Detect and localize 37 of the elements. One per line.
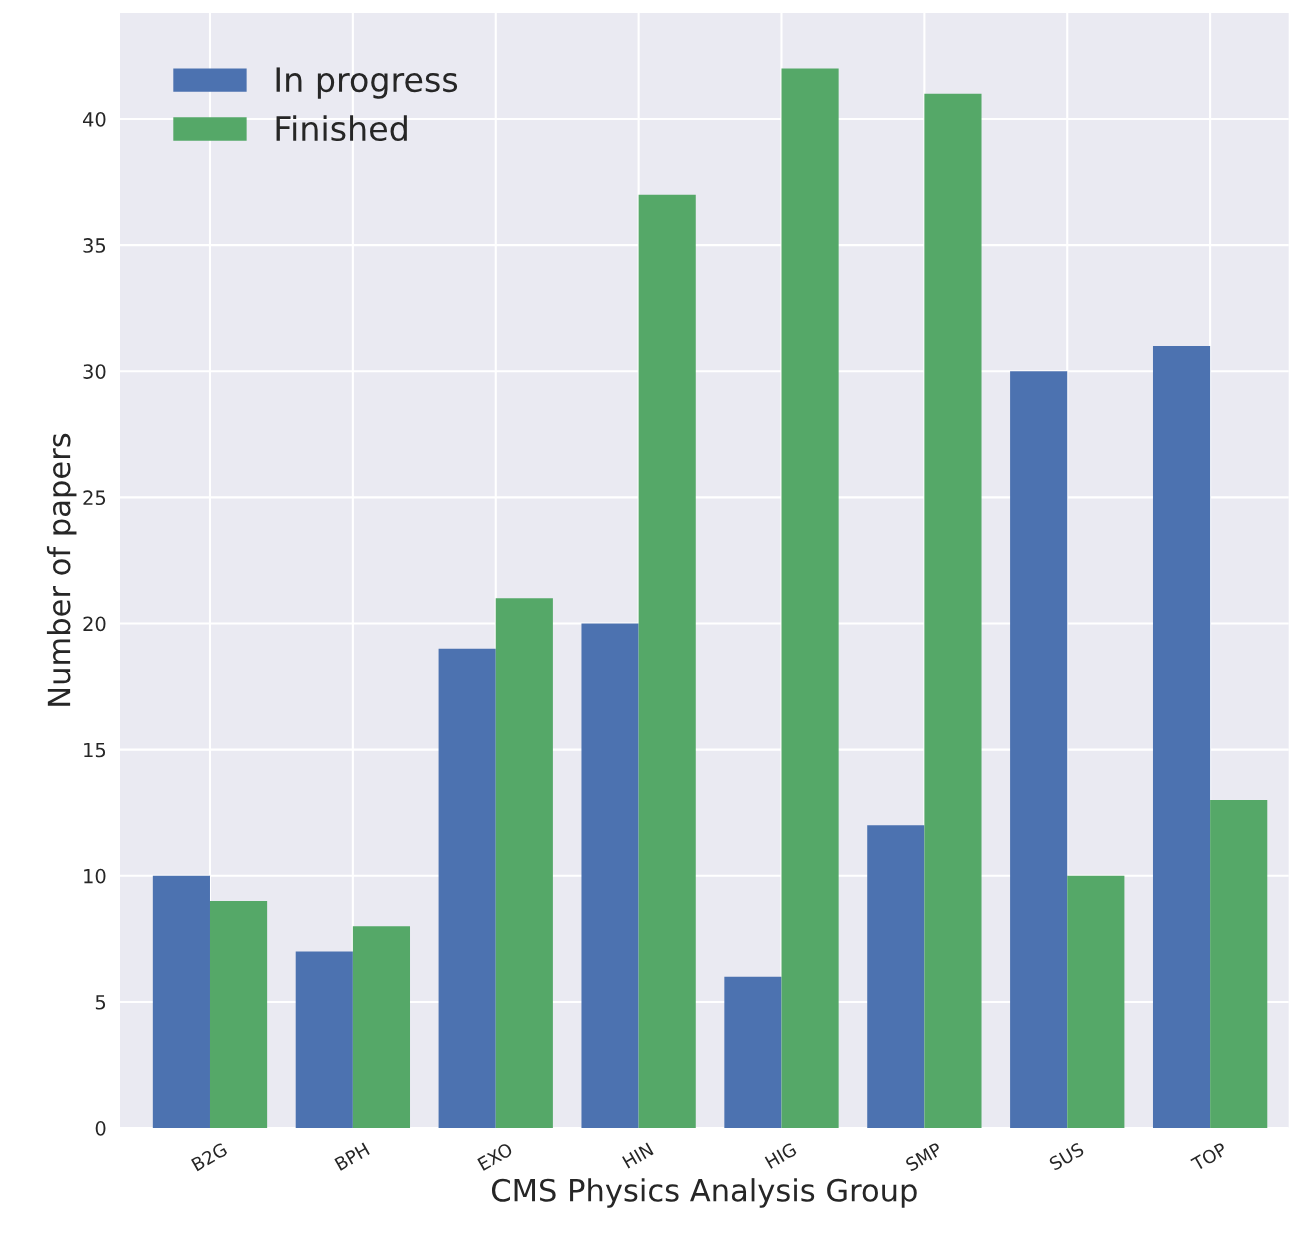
y-tick-label: 30 [83,364,106,379]
bar [438,648,496,1129]
y-tick-label: 15 [84,742,106,758]
bar [1067,875,1125,1129]
bar [867,825,925,1129]
y-tick-label: 10 [84,868,106,884]
bar [495,598,553,1129]
x-tick-label: SUS [1048,1142,1085,1171]
x-tick-label: HIG [764,1142,798,1169]
bar [581,623,639,1129]
bar [781,68,839,1129]
bar [924,93,982,1129]
bar [638,194,696,1129]
bar [724,976,782,1129]
bar [1152,346,1211,1129]
bar [1210,800,1268,1129]
bar [152,875,210,1129]
y-tick-label: 0 [95,1121,106,1136]
y-tick-label: 40 [82,111,106,127]
x-tick-label: TOP [1190,1141,1228,1172]
y-tick-label: 20 [83,616,106,632]
y-tick-label: 25 [83,490,106,506]
x-axis-title: CMS Physics Analysis Group [491,1178,917,1208]
x-tick-label: EXO [477,1142,514,1171]
bar [295,951,353,1129]
x-tick-label: B2G [190,1142,228,1172]
x-tick-label: BPH [334,1142,370,1171]
legend-label: Finished [276,115,407,142]
bar [209,901,268,1129]
y-axis-title: Number of papers [46,433,77,706]
y-tick-label: 35 [83,238,106,253]
legend-label: In progress [276,67,458,99]
bar [1010,371,1068,1129]
x-tick-label: HIN [622,1142,654,1169]
bar [352,926,411,1129]
y-tick-label: 5 [95,995,106,1010]
x-tick-label: SMP [904,1141,943,1172]
